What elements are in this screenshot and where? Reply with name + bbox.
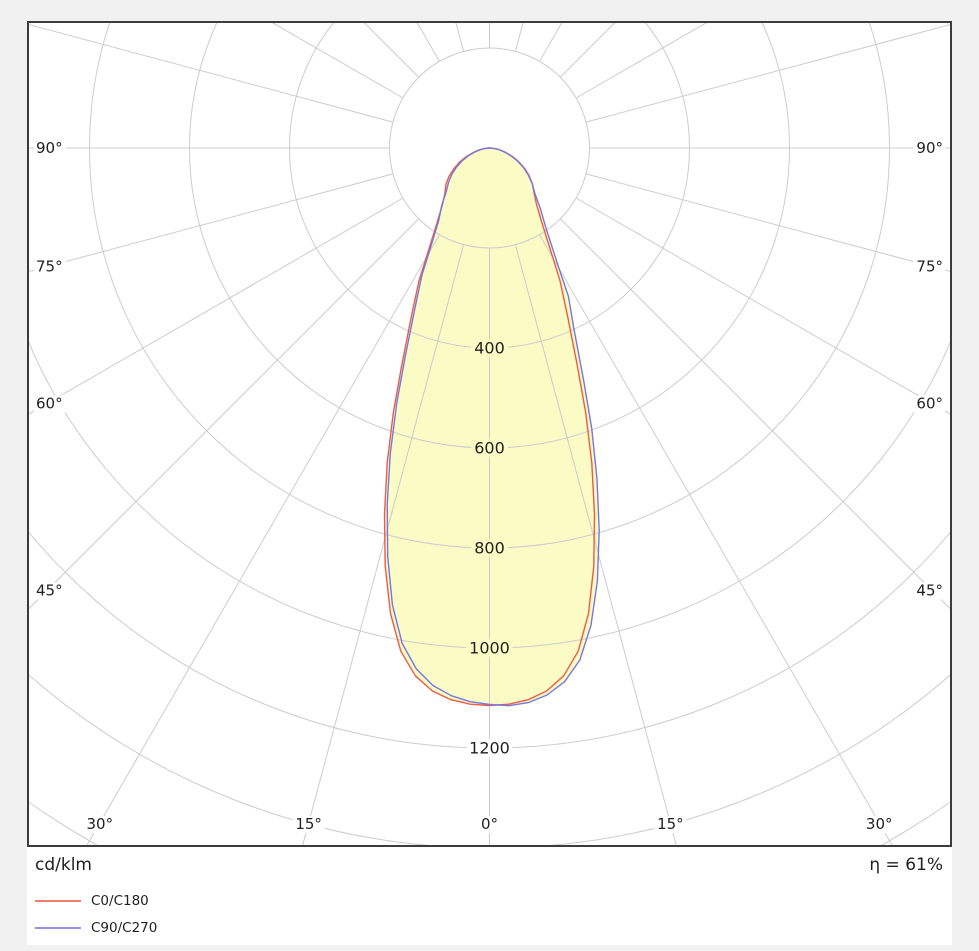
grid-ray-315	[29, 218, 420, 610]
angle-label-left-60: 60°	[36, 394, 63, 412]
grid-ray-30	[539, 234, 893, 845]
beam-fill-1	[387, 148, 600, 706]
angle-label-right-45-bg	[913, 582, 945, 600]
angle-label-bottom-left-15: 15°	[295, 815, 322, 833]
units-label: cd/klm	[35, 855, 92, 875]
grid-ray-210	[416, 23, 440, 62]
angle-label-left-90: 90°	[36, 139, 63, 157]
grid-ray-255	[29, 24, 394, 123]
angle-label-left-75: 75°	[36, 258, 63, 276]
ring-label-bg-600	[471, 439, 508, 457]
ring-label-400: 400	[474, 339, 505, 358]
ring-label-bg-800	[471, 539, 508, 557]
ring-label-bg-1000	[466, 639, 513, 657]
angle-label-left-45: 45°	[36, 582, 63, 600]
polar-chart-svg: 400 600 800 1000 1200 90° 90° 75° 75° 60° 60° 45° 45…	[29, 23, 950, 845]
angle-label-bottom-left-30-bg	[83, 816, 116, 833]
ring-label-bg-400	[471, 339, 508, 357]
grid-ray-150	[539, 23, 563, 62]
angle-label-bottom-right-15-bg	[654, 816, 687, 833]
angle-label-right-75: 75°	[916, 258, 943, 276]
beam-curve-C90-C270	[386, 147, 600, 707]
angle-label-bottom-right-30-bg	[863, 816, 896, 833]
diagram-footer: cd/klm η = 61% C0/C180 C90/C270	[27, 847, 952, 945]
grid-ray-225	[363, 23, 420, 78]
grid-ray-45	[559, 218, 950, 610]
legend-swatch-c0-c180	[35, 899, 81, 902]
grid-ray-240	[271, 23, 404, 99]
angle-label-bottom-right-30: 30°	[866, 815, 893, 833]
grid-ray-285	[29, 173, 394, 272]
ring-label-1000: 1000	[469, 639, 510, 658]
polar-plot-area: 400 600 800 1000 1200 90° 90° 75° 75° 60° 60° 45° 45…	[27, 21, 952, 847]
legend-item-c90-c270: C90/C270	[35, 914, 157, 941]
ring-label-bg-1200	[466, 739, 513, 757]
angle-label-left-90-bg	[34, 140, 66, 157]
grid-ray-75	[585, 173, 950, 272]
legend-swatch-c90-c270	[35, 926, 81, 929]
grid-ray-120	[575, 23, 708, 99]
angle-label-right-75-bg	[913, 258, 945, 276]
angle-label-bottom-0-bg	[473, 816, 506, 833]
grid-ray-165	[514, 23, 524, 52]
grid-ray-195	[455, 23, 465, 52]
efficiency-label: η = 61%	[869, 855, 943, 875]
angle-label-right-45: 45°	[916, 582, 943, 600]
grid-ray-300	[29, 197, 404, 415]
angle-label-right-90: 90°	[916, 139, 943, 157]
polar-grid-and-curves: 400 600 800 1000 1200 90° 90° 75° 75° 60° 60° 45° 45…	[29, 23, 950, 845]
angle-label-bottom-left-15-bg	[292, 816, 325, 833]
grid-ray-345	[302, 244, 465, 845]
ring-label-600: 600	[474, 439, 505, 458]
angle-label-left-45-bg	[34, 582, 66, 600]
angle-label-left-60-bg	[34, 395, 66, 413]
grid-ray-60	[575, 197, 950, 415]
ring-label-800: 800	[474, 539, 505, 558]
legend-label-c90-c270: C90/C270	[91, 919, 158, 936]
grid-ray-15	[514, 244, 677, 845]
grid-ray-135	[559, 23, 616, 78]
diagram-card: 400 600 800 1000 1200 90° 90° 75° 75° 60° 60° 45° 45…	[27, 21, 952, 945]
angle-label-bottom-left-30: 30°	[86, 815, 113, 833]
legend-label-c0-c180: C0/C180	[91, 892, 149, 909]
angle-label-right-90-bg	[913, 140, 945, 157]
angle-label-left-75-bg	[34, 258, 66, 276]
grid-ray-330	[86, 234, 440, 845]
angle-label-bottom-0: 0°	[481, 815, 498, 833]
angle-label-right-60: 60°	[916, 394, 943, 412]
grid-ray-105	[585, 24, 950, 123]
ring-label-1200: 1200	[469, 739, 510, 758]
angle-label-right-60-bg	[913, 395, 945, 413]
legend-item-c0-c180: C0/C180	[35, 887, 157, 914]
legend: C0/C180 C90/C270	[35, 887, 157, 941]
angle-label-bottom-right-15: 15°	[657, 815, 684, 833]
